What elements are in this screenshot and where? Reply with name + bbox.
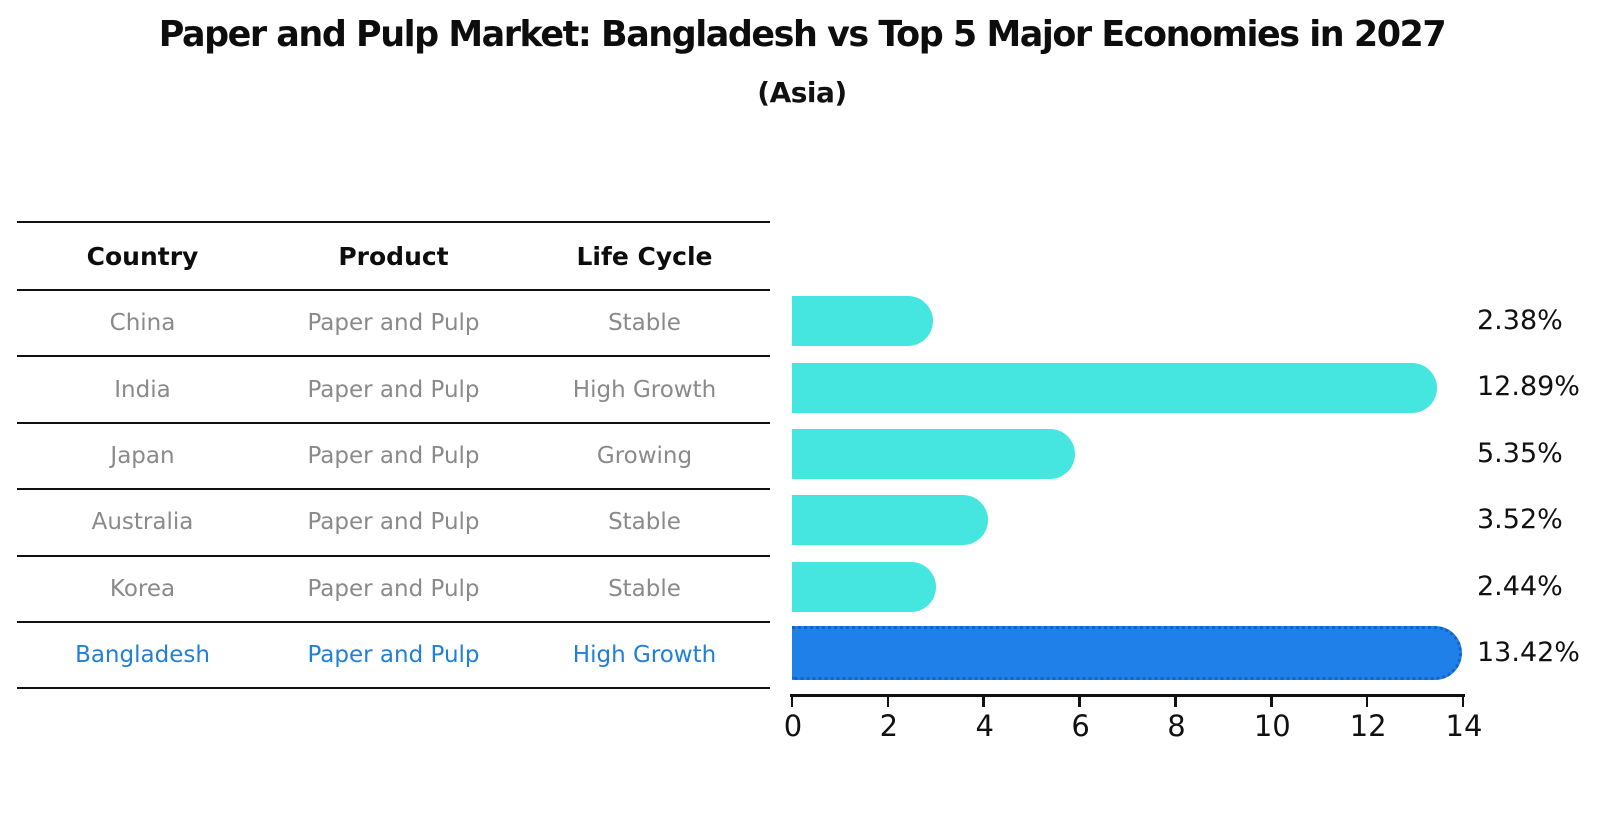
- cell-product: Paper and Pulp: [307, 509, 480, 536]
- column-header-life-cycle: Life Cycle: [576, 241, 713, 271]
- x-tick: 6: [1050, 696, 1110, 743]
- page-subtitle: (Asia): [757, 76, 847, 109]
- cell-country: India: [114, 376, 171, 403]
- tick-mark: [982, 696, 985, 707]
- table-header-row: Country Product Life Cycle: [17, 221, 770, 291]
- cell-product: Paper and Pulp: [307, 575, 480, 602]
- value-label-bangladesh: 13.42%: [1477, 636, 1580, 668]
- bar-slot: [792, 421, 1463, 487]
- bar-slot: [792, 620, 1463, 686]
- x-axis-line: [790, 694, 1465, 697]
- table-row: China Paper and Pulp Stable: [17, 291, 770, 358]
- x-axis-ticks: 0 2 4 6 8 10 12 14: [784, 696, 1482, 756]
- tick-mark: [1270, 696, 1273, 707]
- x-tick: 10: [1241, 696, 1301, 743]
- cell-product: Paper and Pulp: [307, 642, 480, 669]
- x-tick: 2: [858, 696, 918, 743]
- table-row: Japan Paper and Pulp Growing: [17, 424, 770, 491]
- column-header-product: Product: [338, 241, 449, 271]
- tick-mark: [1461, 696, 1465, 707]
- tick-label: 12: [1349, 709, 1387, 743]
- bar-korea: [792, 561, 936, 612]
- table-body: China Paper and Pulp Stable India Paper and …: [17, 291, 770, 690]
- cell-life-cycle: High Growth: [572, 642, 717, 669]
- cell-life-cycle: Growing: [596, 442, 693, 469]
- bar-japan: [792, 428, 1076, 479]
- value-label-australia: 3.52%: [1477, 504, 1563, 536]
- page-title: Paper and Pulp Market: Bangladesh vs Top…: [158, 14, 1447, 55]
- tick-mark: [790, 696, 794, 707]
- bar-slot: [792, 354, 1463, 420]
- x-tick: 0: [762, 696, 822, 743]
- bar-slot: [792, 288, 1463, 354]
- tick-label: 2: [879, 709, 899, 743]
- bar-bangladesh: [792, 626, 1463, 681]
- bar-slot: [792, 554, 1463, 620]
- bar-india: [792, 362, 1437, 413]
- x-tick: 14: [1433, 696, 1493, 743]
- cell-country: Korea: [109, 575, 176, 602]
- cell-country: Australia: [91, 509, 194, 536]
- value-label-india: 12.89%: [1477, 371, 1580, 403]
- x-tick: 8: [1145, 696, 1205, 743]
- tick-label: 14: [1445, 709, 1483, 743]
- tick-label: 6: [1071, 709, 1090, 743]
- cell-product: Paper and Pulp: [307, 376, 480, 403]
- value-label-korea: 2.44%: [1477, 570, 1563, 602]
- tick-label: 10: [1253, 709, 1291, 743]
- cell-product: Paper and Pulp: [307, 442, 480, 469]
- tick-label: 8: [1167, 709, 1186, 743]
- cell-country: Bangladesh: [75, 642, 210, 669]
- cell-country: Japan: [110, 442, 175, 469]
- tick-mark: [1174, 696, 1177, 707]
- tick-mark: [1365, 696, 1369, 707]
- value-label-china: 2.38%: [1477, 305, 1563, 336]
- table-row: Australia Paper and Pulp Stable: [17, 490, 770, 557]
- table-row: Bangladesh Paper and Pulp High Growth: [17, 623, 770, 690]
- tick-mark: [886, 696, 890, 707]
- bars: [792, 288, 1463, 686]
- cell-country: China: [109, 310, 176, 337]
- bar-china: [792, 296, 934, 347]
- table-row: Korea Paper and Pulp Stable: [17, 557, 770, 623]
- table-row: India Paper and Pulp High Growth: [17, 357, 770, 424]
- value-label-japan: 5.35%: [1477, 437, 1563, 469]
- cell-life-cycle: High Growth: [572, 376, 717, 403]
- bar-australia: [792, 495, 988, 546]
- tick-label: 0: [783, 709, 803, 743]
- tick-label: 4: [975, 709, 994, 743]
- x-tick: 12: [1337, 696, 1397, 743]
- cell-life-cycle: Stable: [608, 310, 681, 337]
- cell-life-cycle: Stable: [608, 509, 681, 536]
- column-header-country: Country: [86, 241, 199, 271]
- cell-product: Paper and Pulp: [307, 310, 480, 337]
- country-table: Country Product Life Cycle China Paper an…: [17, 221, 770, 690]
- value-labels: 2.38% 12.89% 5.35% 3.52% 2.44% 13.42%: [1477, 288, 1604, 686]
- cell-life-cycle: Stable: [608, 575, 681, 602]
- tick-mark: [1078, 696, 1081, 707]
- bar-slot: [792, 487, 1463, 553]
- x-tick: 4: [954, 696, 1014, 743]
